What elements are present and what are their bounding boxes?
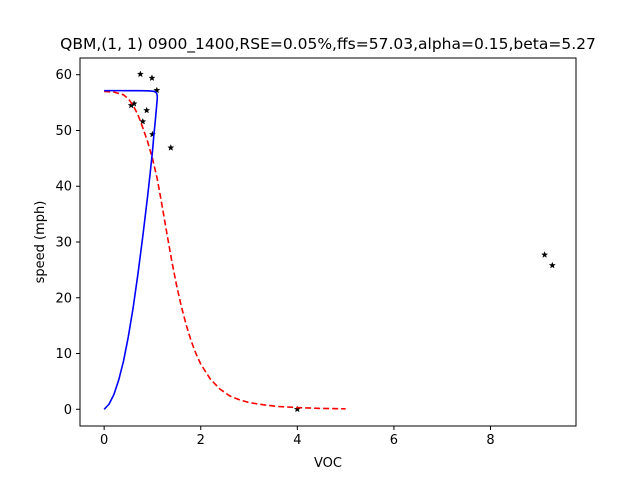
scatter-point [148, 74, 156, 82]
scatter-point [541, 251, 549, 258]
axes-frame [79, 57, 577, 427]
x-tick-label: 8 [486, 433, 494, 448]
scatter-point [167, 144, 175, 151]
y-tick-label: 0 [64, 403, 72, 418]
series-line-dashed [104, 90, 346, 410]
y-axis-label: speed (mph) [33, 201, 48, 284]
scatter-point [548, 261, 556, 269]
scatter-point [153, 86, 161, 94]
y-tick-label: 10 [55, 347, 72, 362]
axis-ticks: 0 2 4 6 8 0 10 20 30 40 50 60 [55, 68, 494, 448]
plot-area [103, 70, 556, 413]
chart-title: QBM,(1, 1) 0900_1400,RSE=0.05%,ffs=57.03… [60, 35, 596, 54]
x-tick-label: 2 [197, 433, 205, 448]
scatter-point [127, 101, 135, 109]
y-tick-label: 40 [55, 180, 72, 195]
series-line-solid [103, 89, 159, 410]
y-tick-label: 30 [55, 236, 72, 251]
y-tick-label: 50 [55, 124, 72, 139]
scatter-point [136, 70, 144, 78]
y-tick-label: 20 [55, 291, 72, 306]
y-tick-label: 60 [55, 68, 72, 83]
x-tick-label: 6 [390, 433, 398, 448]
scatter-point [143, 106, 151, 114]
x-tick-label: 4 [293, 433, 301, 448]
x-tick-label: 0 [100, 433, 108, 448]
scatter-point [139, 117, 147, 125]
x-axis-label: VOC [314, 456, 342, 471]
